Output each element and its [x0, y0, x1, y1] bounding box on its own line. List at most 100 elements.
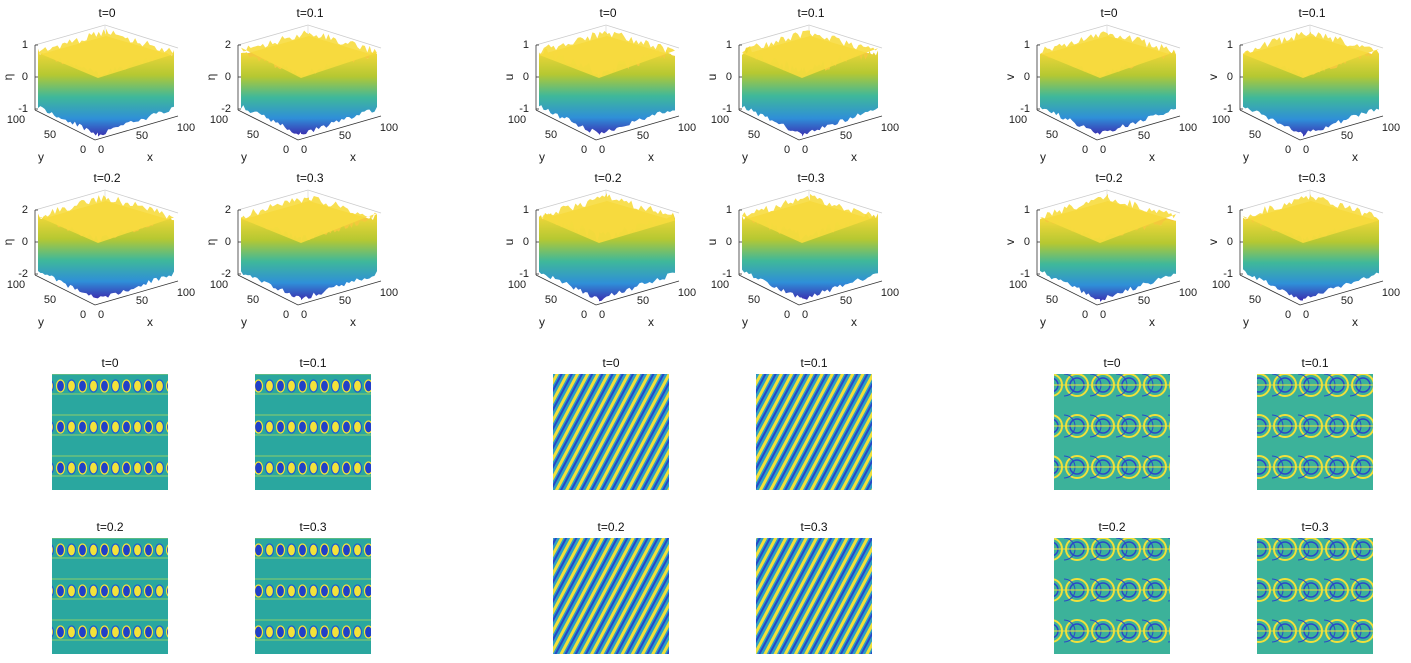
panel-title: t=0.3 [797, 171, 824, 185]
z-tick-label: 0 [22, 71, 28, 83]
z-tick-label: 0 [1227, 71, 1233, 83]
x-tick-label: 50 [136, 295, 148, 307]
surface-front [38, 213, 174, 299]
z-label: η [1, 74, 15, 81]
z-tick-label: 2 [225, 39, 231, 51]
map-title: t=0.1 [299, 356, 326, 370]
surface-front [241, 51, 377, 135]
y-label: y [38, 315, 44, 329]
z-label: u [502, 74, 516, 81]
heatmap [1257, 374, 1373, 490]
z-tick-label: -1 [1020, 268, 1030, 280]
panel-title: t=0.1 [797, 6, 824, 20]
x-tick-label: 100 [678, 287, 696, 299]
y-label: y [1243, 315, 1249, 329]
x-tick-label: 0 [802, 144, 808, 156]
x-label: x [851, 150, 857, 164]
y-tick-label: 50 [247, 129, 259, 141]
panel-title: t=0.3 [296, 171, 323, 185]
heatmap [255, 374, 371, 490]
x-tick-label: 100 [1179, 122, 1197, 134]
z-tick-label: 2 [22, 204, 28, 216]
z-label: u [705, 239, 719, 246]
y-tick-label: 0 [283, 144, 289, 156]
xy-axes [237, 274, 382, 306]
z-tick-label: -1 [722, 268, 732, 280]
surface-front [742, 213, 878, 300]
z-tick-label: 1 [1227, 39, 1233, 51]
z-tick-label: 1 [1227, 204, 1233, 216]
x-label: x [350, 315, 356, 329]
surface-front [1040, 218, 1176, 302]
z-tick-label: -1 [1223, 268, 1233, 280]
map-title: t=0.3 [299, 520, 326, 534]
map-title: t=0.2 [1098, 520, 1125, 534]
y-tick-label: 100 [1009, 279, 1027, 291]
z-tick-label: 1 [726, 204, 732, 216]
z-label: v [1003, 74, 1017, 80]
surface-back [38, 195, 174, 243]
panel-title: t=0.1 [296, 6, 323, 20]
heatmap [1054, 374, 1170, 490]
z-tick-label: 1 [523, 39, 529, 51]
y-label: y [1243, 150, 1249, 164]
x-label: x [1352, 315, 1358, 329]
y-tick-label: 100 [210, 114, 228, 126]
x-tick-label: 100 [881, 122, 899, 134]
z-tick-label: 1 [22, 39, 28, 51]
y-tick-label: 0 [80, 309, 86, 321]
x-tick-label: 0 [599, 144, 605, 156]
z-label: v [1206, 74, 1220, 80]
xy-axes [237, 109, 382, 141]
x-tick-label: 0 [301, 309, 307, 321]
z-label: η [204, 74, 218, 81]
z-tick-label: -1 [519, 268, 529, 280]
y-tick-label: 100 [711, 279, 729, 291]
z-tick-label: -1 [18, 103, 28, 115]
y-tick-label: 100 [1009, 114, 1027, 126]
panel-title: t=0 [599, 6, 616, 20]
y-tick-label: 100 [1212, 279, 1230, 291]
z-tick-label: 0 [1024, 236, 1030, 248]
z-tick-label: 2 [225, 204, 231, 216]
y-label: y [539, 315, 545, 329]
z-tick-label: 0 [225, 71, 231, 83]
x-tick-label: 100 [881, 287, 899, 299]
z-tick-label: 1 [1024, 204, 1030, 216]
surface-front [1243, 216, 1379, 301]
x-label: x [648, 150, 654, 164]
z-tick-label: -1 [722, 103, 732, 115]
x-tick-label: 50 [339, 295, 351, 307]
x-tick-label: 100 [177, 287, 195, 299]
z-tick-label: 0 [523, 71, 529, 83]
z-tick-label: 0 [22, 236, 28, 248]
y-tick-label: 0 [784, 309, 790, 321]
x-tick-label: 0 [1303, 144, 1309, 156]
xy-axes [1239, 274, 1384, 306]
panel-title: t=0.2 [594, 171, 621, 185]
y-tick-label: 100 [7, 114, 25, 126]
heatmap [52, 538, 168, 654]
xy-axes [535, 274, 680, 306]
y-tick-label: 50 [247, 294, 259, 306]
x-tick-label: 50 [1341, 130, 1353, 142]
surface-front [241, 214, 377, 301]
x-tick-label: 100 [678, 122, 696, 134]
y-tick-label: 0 [1082, 144, 1088, 156]
x-label: x [147, 150, 153, 164]
surface-back [1040, 31, 1176, 78]
heatmap [255, 538, 371, 654]
y-label: y [38, 150, 44, 164]
map-title: t=0.3 [800, 520, 827, 534]
map-title: t=0 [602, 356, 619, 370]
xy-axes [1036, 109, 1181, 141]
y-label: y [742, 315, 748, 329]
y-tick-label: 0 [1285, 309, 1291, 321]
z-label: η [204, 239, 218, 246]
surface-front [1040, 49, 1176, 135]
heatmap [553, 374, 669, 490]
xy-axes [34, 109, 179, 141]
x-tick-label: 0 [599, 309, 605, 321]
heatmap [756, 538, 872, 654]
z-tick-label: 1 [1024, 39, 1030, 51]
